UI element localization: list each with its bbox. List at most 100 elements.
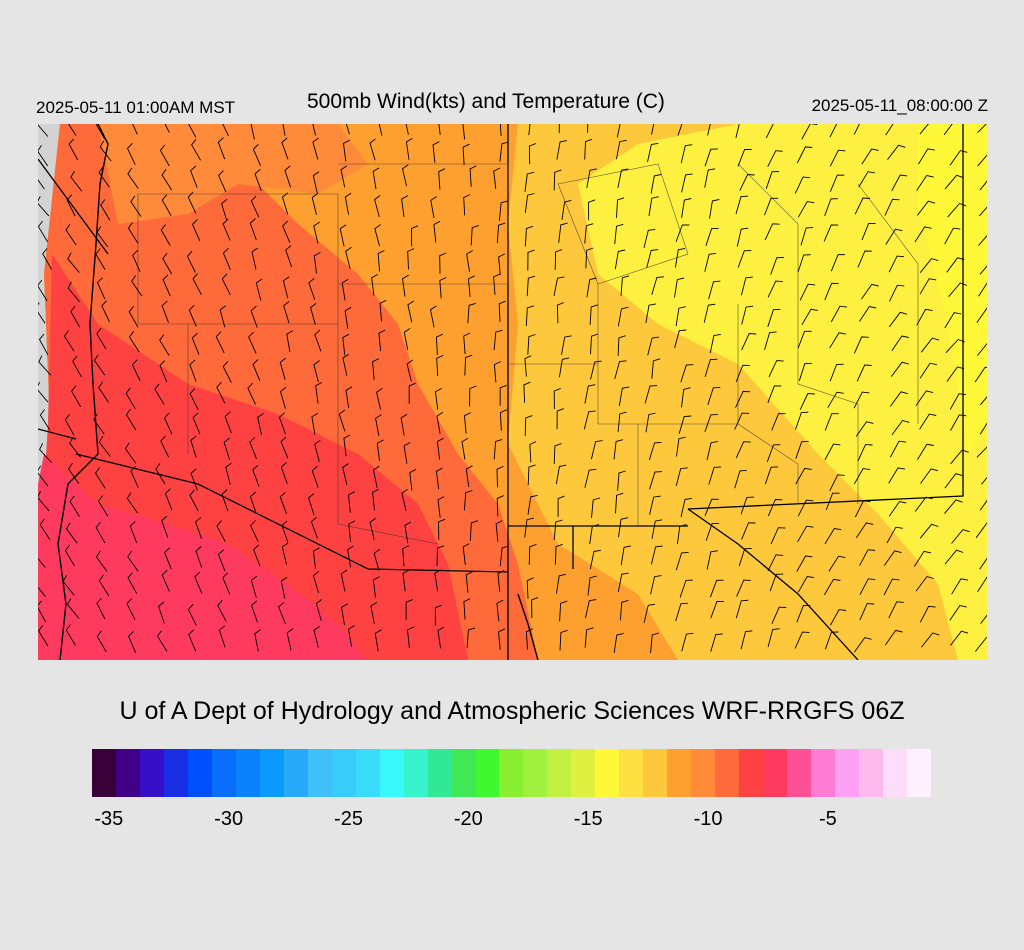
- wind-barb: [64, 544, 75, 567]
- wind-barb: [794, 176, 811, 194]
- wind-barb: [96, 327, 107, 350]
- wind-barb: [126, 598, 136, 621]
- colorbar-swatch: [235, 749, 260, 797]
- wind-barb: [286, 628, 294, 651]
- wind-barb: [403, 442, 411, 464]
- wind-barb: [493, 438, 503, 460]
- wind-barb: [252, 359, 261, 382]
- wind-barb: [342, 333, 350, 356]
- wind-barb: [584, 627, 594, 648]
- wind-barb: [340, 569, 348, 592]
- wind-barb: [824, 528, 842, 545]
- wind-barb: [651, 519, 663, 539]
- wind-barb: [154, 383, 165, 405]
- wind-barb: [164, 547, 172, 570]
- wind-barb: [96, 277, 106, 300]
- wind-barb: [159, 360, 168, 383]
- wind-barb: [766, 444, 781, 462]
- wind-barb: [856, 364, 872, 382]
- wind-barb: [493, 167, 501, 190]
- wind-barb: [407, 300, 415, 323]
- wind-barb: [888, 284, 905, 302]
- wind-barb: [281, 542, 289, 565]
- wind-barb: [709, 199, 720, 219]
- wind-barb: [252, 464, 260, 487]
- wind-barb: [68, 462, 80, 484]
- colorbar-swatch: [139, 749, 164, 797]
- wind-barb: [706, 441, 719, 461]
- wind-barb: [345, 246, 352, 269]
- wind-barb: [583, 410, 596, 430]
- wind-barb: [250, 195, 260, 218]
- wind-barb: [590, 440, 603, 460]
- wind-barb: [767, 385, 782, 403]
- wind-barb: [526, 577, 534, 599]
- wind-barb: [854, 500, 871, 518]
- wind-barb: [163, 412, 173, 435]
- wind-barb: [156, 630, 168, 652]
- wind-barb: [162, 252, 173, 275]
- wind-barb: [345, 386, 353, 409]
- wind-barb: [829, 363, 844, 382]
- wind-barb: [948, 282, 968, 297]
- wind-barb: [339, 224, 347, 247]
- wind-barb: [438, 168, 446, 190]
- wind-barb: [62, 575, 75, 596]
- wind-barb: [799, 393, 815, 410]
- wind-barb: [162, 274, 171, 297]
- wind-barb: [764, 197, 778, 216]
- colorbar-swatch: [92, 749, 116, 797]
- wind-barb: [650, 545, 663, 565]
- wind-barb: [861, 283, 879, 300]
- wind-barb: [528, 143, 537, 165]
- wind-barb: [615, 492, 624, 514]
- wind-barb: [946, 366, 965, 382]
- colorbar-tick-label: -20: [453, 808, 483, 830]
- wind-barb: [498, 200, 508, 221]
- wind-barb: [222, 218, 231, 241]
- wind-barb: [584, 384, 596, 404]
- wind-barb: [411, 225, 419, 247]
- wind-barb: [949, 604, 967, 621]
- wind-barb: [312, 570, 320, 594]
- wind-barb: [313, 625, 321, 648]
- wind-barb: [429, 305, 437, 328]
- wind-barb: [705, 227, 719, 246]
- wind-barb: [556, 302, 564, 324]
- wind-barb: [311, 193, 319, 216]
- wind-barb: [771, 413, 786, 431]
- wind-barb: [705, 522, 720, 541]
- wind-barb: [914, 496, 933, 512]
- wind-barb: [703, 303, 716, 323]
- wind-barb: [64, 414, 75, 436]
- wind-barb: [279, 491, 287, 514]
- wind-barb: [343, 139, 350, 162]
- wind-barb: [436, 354, 444, 377]
- wind-barb: [194, 571, 203, 594]
- wind-barb: [859, 549, 876, 566]
- wind-barb: [917, 443, 934, 460]
- wind-barb: [493, 329, 503, 351]
- wind-barb: [161, 515, 169, 538]
- wind-barb: [285, 245, 293, 268]
- wind-barb: [195, 546, 203, 569]
- colorbar-tick-label: -35: [94, 808, 124, 830]
- wind-barb: [620, 275, 630, 296]
- wind-barb: [561, 335, 572, 355]
- wind-barb: [186, 250, 196, 273]
- wind-barb: [921, 632, 940, 648]
- wind-barb: [249, 218, 257, 241]
- wind-barb: [767, 308, 781, 327]
- wind-barb: [794, 631, 810, 649]
- wind-barb: [312, 171, 320, 194]
- wind-barb: [341, 603, 348, 626]
- wind-barb: [888, 255, 905, 273]
- wind-barb: [919, 413, 937, 430]
- wind-barb: [741, 333, 757, 351]
- wind-barb: [250, 600, 258, 623]
- wind-barb: [914, 226, 932, 243]
- wind-barb: [824, 282, 839, 301]
- wind-barb: [405, 599, 413, 621]
- wind-barb: [498, 300, 506, 322]
- colorbar-swatch: [187, 749, 212, 797]
